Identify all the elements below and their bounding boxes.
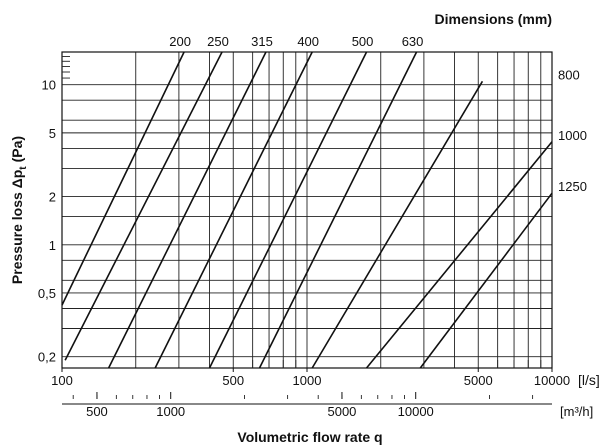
grid-lines [62, 52, 552, 368]
y-tick-label: 0,5 [38, 286, 56, 301]
x-tick-label: 100 [51, 373, 73, 388]
series-label-500: 500 [352, 34, 374, 49]
series-label-1000: 1000 [558, 128, 587, 143]
y-axis-label-unit: (Pa) [9, 136, 25, 162]
x-tick-label: 10000 [534, 373, 570, 388]
x-tick-labels: 100 500 1000 5000 10000 [51, 368, 570, 388]
x-tick-label: 1000 [293, 373, 322, 388]
x-unit-m3h: [m³/h] [560, 404, 593, 419]
series-label-1250: 1250 [558, 179, 587, 194]
y-axis-label: Pressure loss Δpt (Pa) [9, 136, 29, 284]
series-line-400 [154, 51, 313, 369]
x2-tick-label: 10000 [398, 404, 434, 419]
series-line-1000 [365, 141, 553, 369]
series-line-250 [64, 51, 223, 361]
y-tick-label: 1 [49, 238, 56, 253]
x-axis-label: Volumetric flow rate q [237, 429, 382, 445]
chart-title: Dimensions (mm) [435, 11, 552, 27]
series-line-500 [208, 51, 368, 369]
series-line-1250 [419, 192, 553, 369]
series-label-250: 250 [207, 34, 229, 49]
y-tick-label: 2 [49, 190, 56, 205]
x-tick-label: 5000 [464, 373, 493, 388]
series-label-200: 200 [169, 34, 191, 49]
series-label-400: 400 [297, 34, 319, 49]
y-tick-label: 5 [49, 126, 56, 141]
series-label-315: 315 [251, 34, 273, 49]
y-tick-label: 0,2 [38, 350, 56, 365]
series-label-800: 800 [558, 67, 580, 82]
series-layer [61, 51, 553, 369]
series-line-630 [258, 51, 418, 369]
series-line-200 [61, 51, 185, 306]
series-line-315 [107, 51, 267, 369]
series-labels: 200 250 315 400 500 630 800 1000 1250 [169, 34, 587, 194]
series-label-630: 630 [402, 34, 424, 49]
y-tick-label: 10 [42, 78, 56, 93]
x-unit-ls: [l/s] [578, 372, 600, 388]
secondary-axis-ticks: 500 1000 5000 10000 [72, 392, 534, 419]
y-minor-ticks [62, 56, 542, 368]
x2-tick-label: 500 [86, 404, 108, 419]
y-axis-label-sub: t [18, 166, 29, 170]
y-axis-label-main: Pressure loss Δp [9, 170, 25, 284]
series-line-800 [311, 80, 484, 369]
y-tick-labels: 0,2 0,5 1 2 5 10 [38, 78, 56, 365]
x2-tick-label: 1000 [156, 404, 185, 419]
x2-tick-label: 5000 [327, 404, 356, 419]
x-tick-label: 500 [222, 373, 244, 388]
